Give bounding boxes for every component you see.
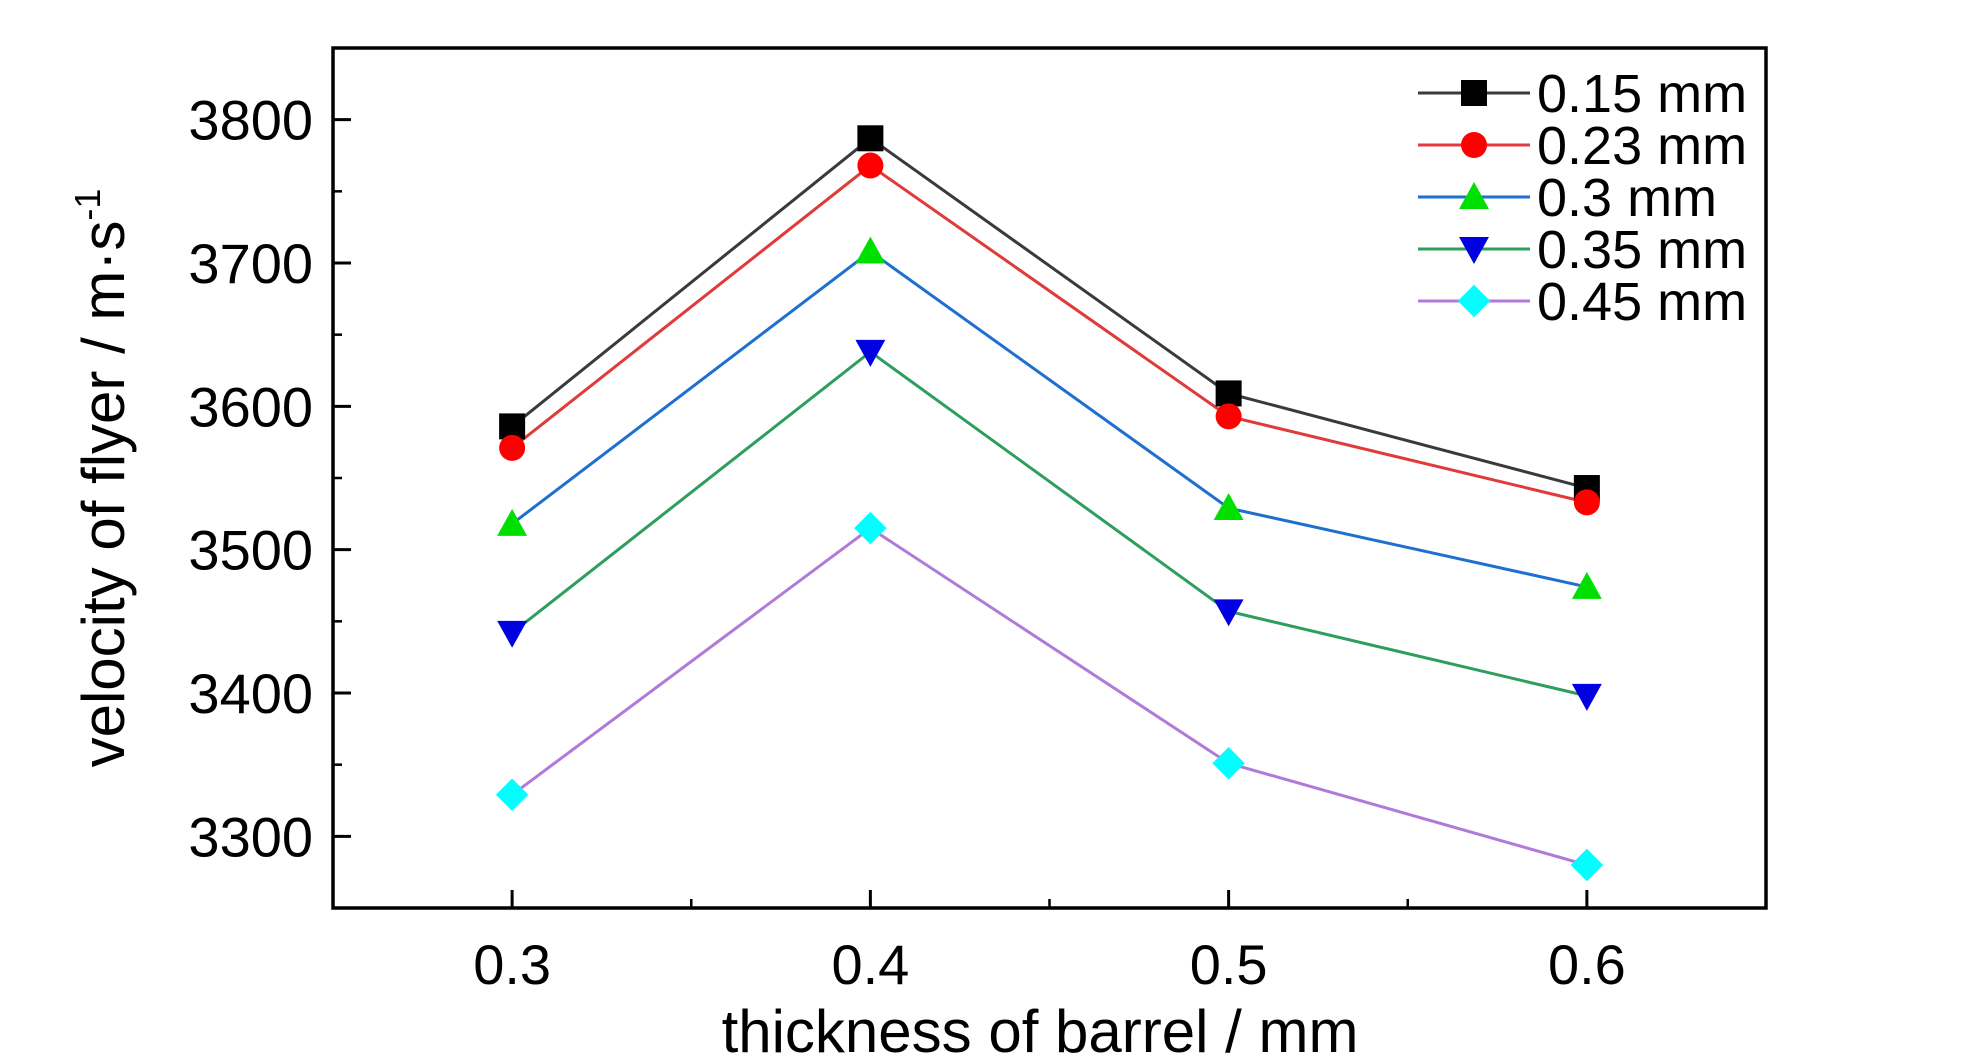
y-tick-label: 3300 <box>188 805 313 868</box>
x-axis-title: thickness of barrel / mm <box>722 998 1359 1063</box>
legend-label: 0.23 mm <box>1537 116 1747 176</box>
y-tick-label: 3600 <box>188 375 313 438</box>
data-point <box>1212 746 1245 780</box>
y-tick-label: 3500 <box>188 519 313 582</box>
y-axis-title-superscript: -1 <box>67 189 108 221</box>
data-point <box>497 620 528 648</box>
data-point <box>1213 599 1244 627</box>
data-point <box>857 125 884 152</box>
data-point <box>497 508 528 536</box>
data-point <box>1571 683 1602 711</box>
series-markers <box>495 125 1604 882</box>
y-tick-label: 3400 <box>188 662 313 725</box>
y-axis-title-main: velocity of flyer / m·s <box>70 221 137 768</box>
data-point <box>1573 489 1600 516</box>
series-line <box>511 526 1588 867</box>
data-point <box>499 434 526 461</box>
data-point <box>1215 403 1242 430</box>
data-point <box>1215 380 1242 407</box>
series-line <box>511 136 1588 490</box>
legend-label: 0.45 mm <box>1537 272 1747 332</box>
data-point <box>855 339 886 367</box>
legend: 0.15 mm0.23 mm0.3 mm0.35 mm0.45 mm <box>1418 64 1747 332</box>
legend-label: 0.15 mm <box>1537 64 1747 124</box>
legend-marker <box>1459 237 1489 264</box>
data-point <box>857 152 884 179</box>
legend-marker <box>1459 182 1489 209</box>
data-point <box>495 778 529 812</box>
x-tick-label: 0.4 <box>831 933 909 996</box>
data-point <box>854 511 887 545</box>
legend-marker <box>1461 80 1487 106</box>
series-lines <box>511 136 1588 867</box>
x-tick-label: 0.6 <box>1548 933 1626 996</box>
x-tick-label: 0.3 <box>473 933 551 996</box>
legend-marker <box>1461 132 1487 158</box>
legend-label: 0.35 mm <box>1537 220 1747 280</box>
y-axis-title: velocity of flyer / m·s-1 <box>67 189 137 768</box>
data-point <box>1571 571 1602 599</box>
data-point <box>1213 493 1244 521</box>
series-line <box>511 349 1588 698</box>
y-tick-label: 3700 <box>188 232 313 295</box>
y-tick-label: 3800 <box>188 89 313 152</box>
data-point <box>855 236 886 264</box>
legend-label: 0.3 mm <box>1537 168 1717 228</box>
axis-ticks: 0.3 0.4 0.5 0.6 3300 3400 3500 3600 3700 3800 <box>188 89 1625 996</box>
data-point <box>1570 848 1604 882</box>
series-line <box>511 249 1588 589</box>
series-line <box>511 163 1588 504</box>
x-tick-label: 0.5 <box>1190 933 1268 996</box>
legend-marker <box>1457 284 1491 318</box>
